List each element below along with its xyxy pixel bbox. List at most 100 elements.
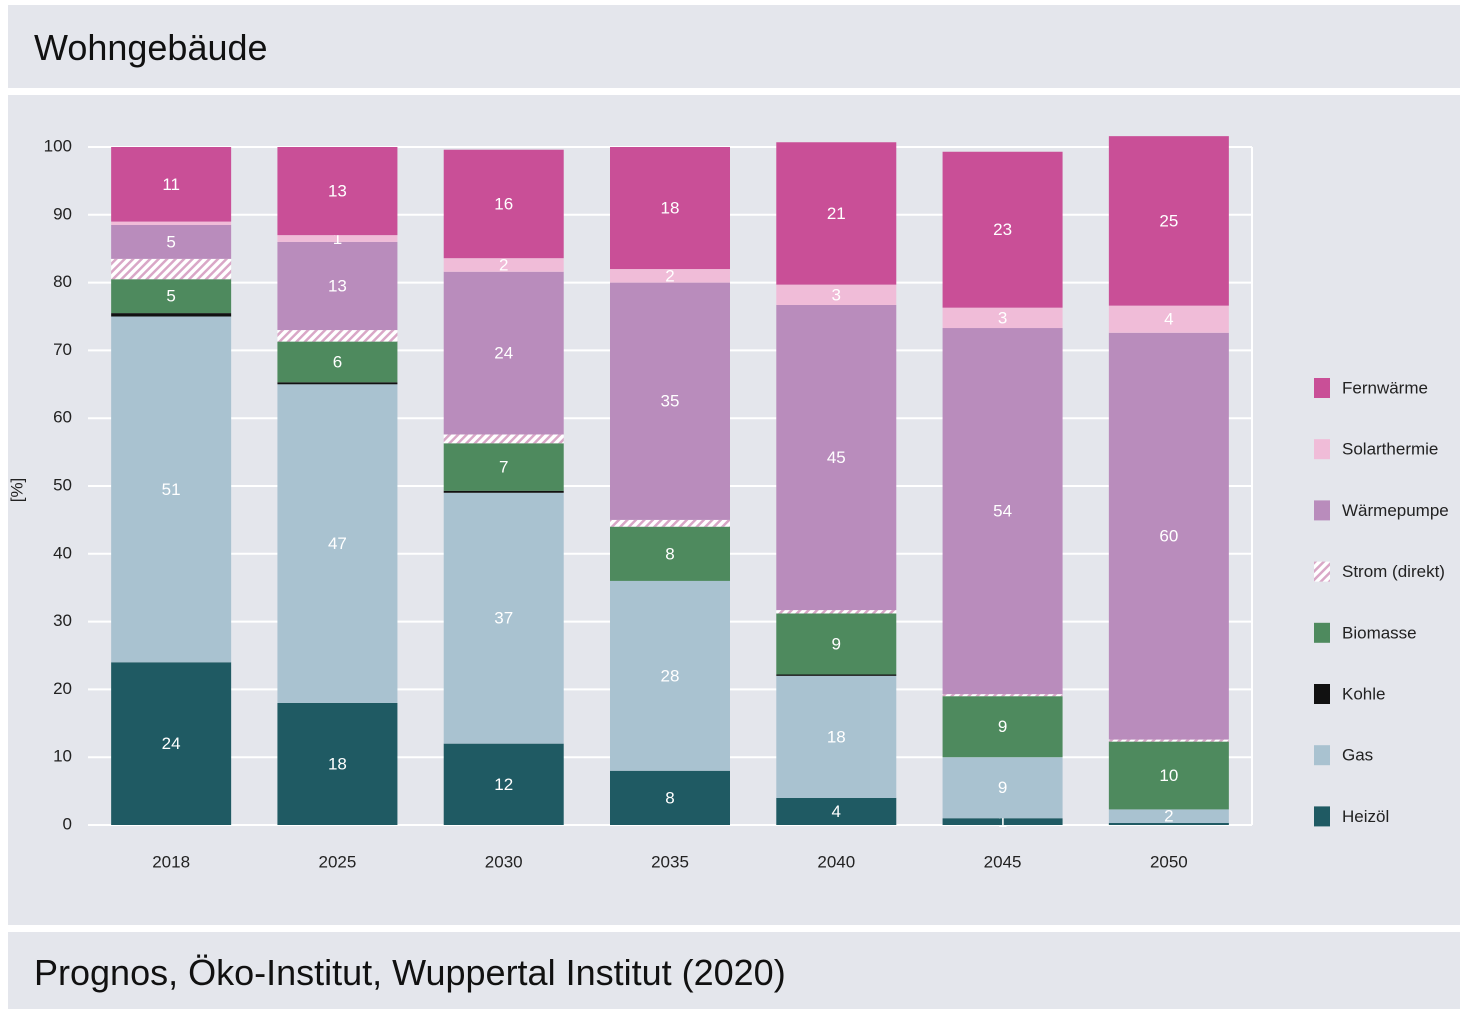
data-label: 47 <box>328 534 347 553</box>
data-label: 21 <box>827 204 846 223</box>
legend-label: Heizöl <box>1342 807 1389 826</box>
bar-segment <box>776 610 897 614</box>
bar-segment <box>443 492 564 744</box>
bar-segment <box>1108 741 1229 810</box>
data-label: 11 <box>162 175 180 194</box>
legend-label: Wärmepumpe <box>1342 501 1449 520</box>
y-tick-label: 40 <box>53 543 72 562</box>
legend-swatch <box>1314 561 1330 582</box>
y-tick-label: 50 <box>53 475 72 494</box>
data-label: 45 <box>827 448 846 467</box>
y-tick-label: 30 <box>53 611 72 630</box>
bar-segment <box>277 341 398 383</box>
data-label: 51 <box>162 480 181 499</box>
y-axis-label: [%] <box>7 478 26 503</box>
bar-segment <box>1108 136 1229 306</box>
bar-segment <box>610 519 730 527</box>
bar-segment <box>942 757 1063 819</box>
bar-segment <box>1108 739 1229 742</box>
bar-segment <box>942 151 1063 308</box>
bar-segment <box>610 770 730 825</box>
bar-segment <box>1108 305 1229 333</box>
data-label: 8 <box>665 544 674 563</box>
x-tick-label: 2018 <box>152 852 190 871</box>
legend-swatch <box>1314 500 1330 521</box>
page-title: Wohngebäude <box>34 27 268 68</box>
y-tick-label: 90 <box>53 204 72 223</box>
data-label: 35 <box>661 392 680 411</box>
data-label: 4 <box>832 802 841 821</box>
bar-segment <box>111 258 232 280</box>
bar-segment <box>277 235 398 242</box>
bar-segment <box>776 284 897 305</box>
data-label: 18 <box>328 754 347 773</box>
bar-segment <box>111 662 232 825</box>
bar-segment <box>610 269 730 283</box>
data-label: 6 <box>333 352 342 371</box>
legend-swatch <box>1314 378 1330 398</box>
bar-segment <box>942 307 1063 329</box>
bar-segment <box>111 147 232 222</box>
legend-label: Kohle <box>1342 684 1385 703</box>
data-label: 16 <box>494 194 513 213</box>
y-tick-label: 70 <box>53 340 72 359</box>
data-label: 4 <box>1164 310 1173 329</box>
legend-swatch <box>1314 439 1330 460</box>
data-label: 10 <box>1159 766 1178 785</box>
data-label: 54 <box>993 502 1012 521</box>
x-tick-label: 2050 <box>1150 852 1188 871</box>
bar-segment <box>1108 809 1229 823</box>
data-label: 13 <box>328 182 347 201</box>
bar-segment <box>610 580 730 771</box>
bar-segment <box>610 147 730 270</box>
bar-segment <box>942 696 1063 758</box>
y-tick-label: 60 <box>53 408 72 427</box>
bar-segment <box>277 702 398 825</box>
data-label: 2 <box>665 266 674 285</box>
data-label: 8 <box>665 788 674 807</box>
data-label: 1 <box>333 229 342 248</box>
legend-swatch <box>1314 622 1330 643</box>
data-label: 2 <box>499 255 508 274</box>
bar-segment <box>443 258 564 272</box>
data-label: 37 <box>494 609 513 628</box>
bar-segment <box>443 434 564 444</box>
y-tick-label: 0 <box>63 814 72 833</box>
bar-segment <box>277 330 398 342</box>
legend-swatch <box>1314 684 1330 704</box>
bar-segment <box>942 694 1063 697</box>
data-label: 2 <box>1164 807 1173 826</box>
x-tick-label: 2040 <box>817 852 855 871</box>
bar-segment <box>277 147 398 236</box>
y-tick-label: 80 <box>53 272 72 291</box>
bar-segment <box>111 316 232 663</box>
bar-segment <box>776 674 897 676</box>
bar-segment <box>776 304 897 611</box>
bar-segment <box>111 224 232 259</box>
bar-segment <box>1108 822 1229 825</box>
bar-segment <box>610 526 730 581</box>
bar-segment <box>1108 332 1229 740</box>
data-label: 13 <box>328 276 347 295</box>
bar-segment <box>776 142 897 285</box>
legend-label: Gas <box>1342 746 1373 765</box>
data-label: 12 <box>494 775 513 794</box>
bar-segment <box>776 675 897 798</box>
y-tick-label: 10 <box>53 747 72 766</box>
bar-segment <box>277 241 398 331</box>
data-label: 28 <box>661 666 680 685</box>
data-label: 3 <box>832 285 841 304</box>
bar-segment <box>443 743 564 825</box>
header-panel: Wohngebäude <box>8 5 1460 88</box>
bar-segment <box>443 271 564 435</box>
data-label: 9 <box>998 717 1007 736</box>
bar-segment <box>443 490 564 493</box>
bar-segment <box>443 149 564 259</box>
legend-label: Strom (direkt) <box>1342 562 1445 581</box>
data-label: 7 <box>499 458 508 477</box>
bar-segment <box>111 221 232 225</box>
y-tick-label: 100 <box>44 136 72 155</box>
bar-segment <box>443 443 564 491</box>
data-label: 9 <box>832 634 841 653</box>
